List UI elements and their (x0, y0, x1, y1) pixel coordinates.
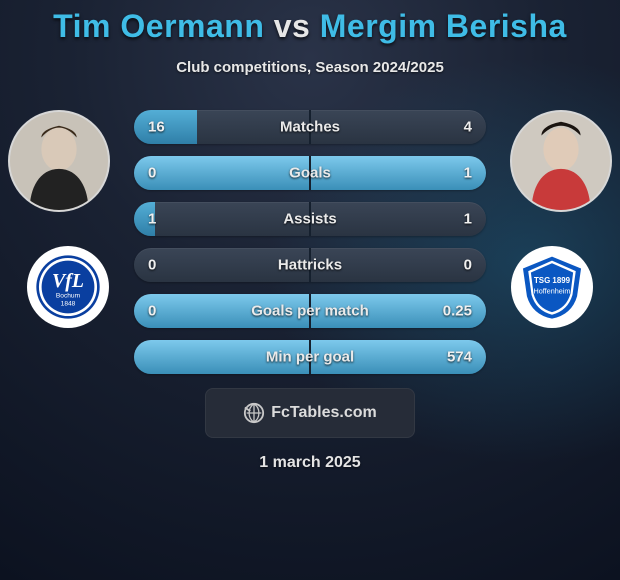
title-player1: Tim Oermann (53, 8, 264, 44)
svg-text:1848: 1848 (61, 300, 76, 307)
svg-text:TSG 1899: TSG 1899 (534, 276, 571, 285)
svg-text:VfL: VfL (52, 270, 84, 292)
avatar-placeholder-icon (10, 110, 108, 212)
page-title: Tim Oermann vs Mergim Berisha (0, 8, 620, 45)
stat-row: 1 Assists 1 (134, 202, 486, 236)
player1-avatar (8, 110, 110, 212)
stat-row: 0 Goals per match 0.25 (134, 294, 486, 328)
player2-avatar (510, 110, 612, 212)
stat-value-right: 4 (464, 119, 472, 136)
club-crest-icon: TSG 1899 Hoffenheim (519, 254, 585, 320)
stat-value-left: 0 (148, 257, 156, 274)
svg-text:Hoffenheim: Hoffenheim (534, 287, 571, 296)
date-label: 1 march 2025 (0, 454, 620, 472)
stat-value-right: 574 (447, 349, 472, 366)
avatar-placeholder-icon (512, 110, 610, 212)
stat-row: 0 Goals 1 (134, 156, 486, 190)
stat-label: Matches (280, 119, 340, 136)
stat-label: Hattricks (278, 257, 342, 274)
source-badge[interactable]: FcTables.com (205, 388, 415, 438)
stat-value-left: 16 (148, 119, 165, 136)
stat-value-right: 0.25 (443, 303, 472, 320)
stat-row: Min per goal 574 (134, 340, 486, 374)
player2-club-badge: TSG 1899 Hoffenheim (511, 246, 593, 328)
stat-label: Assists (283, 211, 336, 228)
stat-value-left: 0 (148, 165, 156, 182)
stat-row: 0 Hattricks 0 (134, 248, 486, 282)
title-vs: vs (274, 8, 311, 44)
player1-club-badge: VfL Bochum 1848 (27, 246, 109, 328)
source-badge-text: FcTables.com (271, 404, 377, 422)
stat-row: 16 Matches 4 (134, 110, 486, 144)
stat-label: Min per goal (266, 349, 354, 366)
stat-value-right: 0 (464, 257, 472, 274)
stat-label: Goals per match (251, 303, 369, 320)
stat-value-left: 1 (148, 211, 156, 228)
stat-fill-left (134, 110, 197, 144)
stat-label: Goals (289, 165, 331, 182)
stat-value-right: 1 (464, 165, 472, 182)
club-crest-icon: VfL Bochum 1848 (35, 254, 101, 320)
subtitle: Club competitions, Season 2024/2025 (0, 59, 620, 76)
stat-value-left: 0 (148, 303, 156, 320)
stat-bars: 16 Matches 4 0 Goals 1 1 Assists 1 0 Hattricks 0 0 Go… (134, 110, 486, 374)
stat-value-right: 1 (464, 211, 472, 228)
title-player2: Mergim Berisha (320, 8, 567, 44)
fctables-logo-icon (243, 402, 265, 424)
comparison-area: VfL Bochum 1848 TSG 1899 Hoffenheim 16 Ma… (0, 110, 620, 372)
svg-text:Bochum: Bochum (56, 293, 81, 300)
